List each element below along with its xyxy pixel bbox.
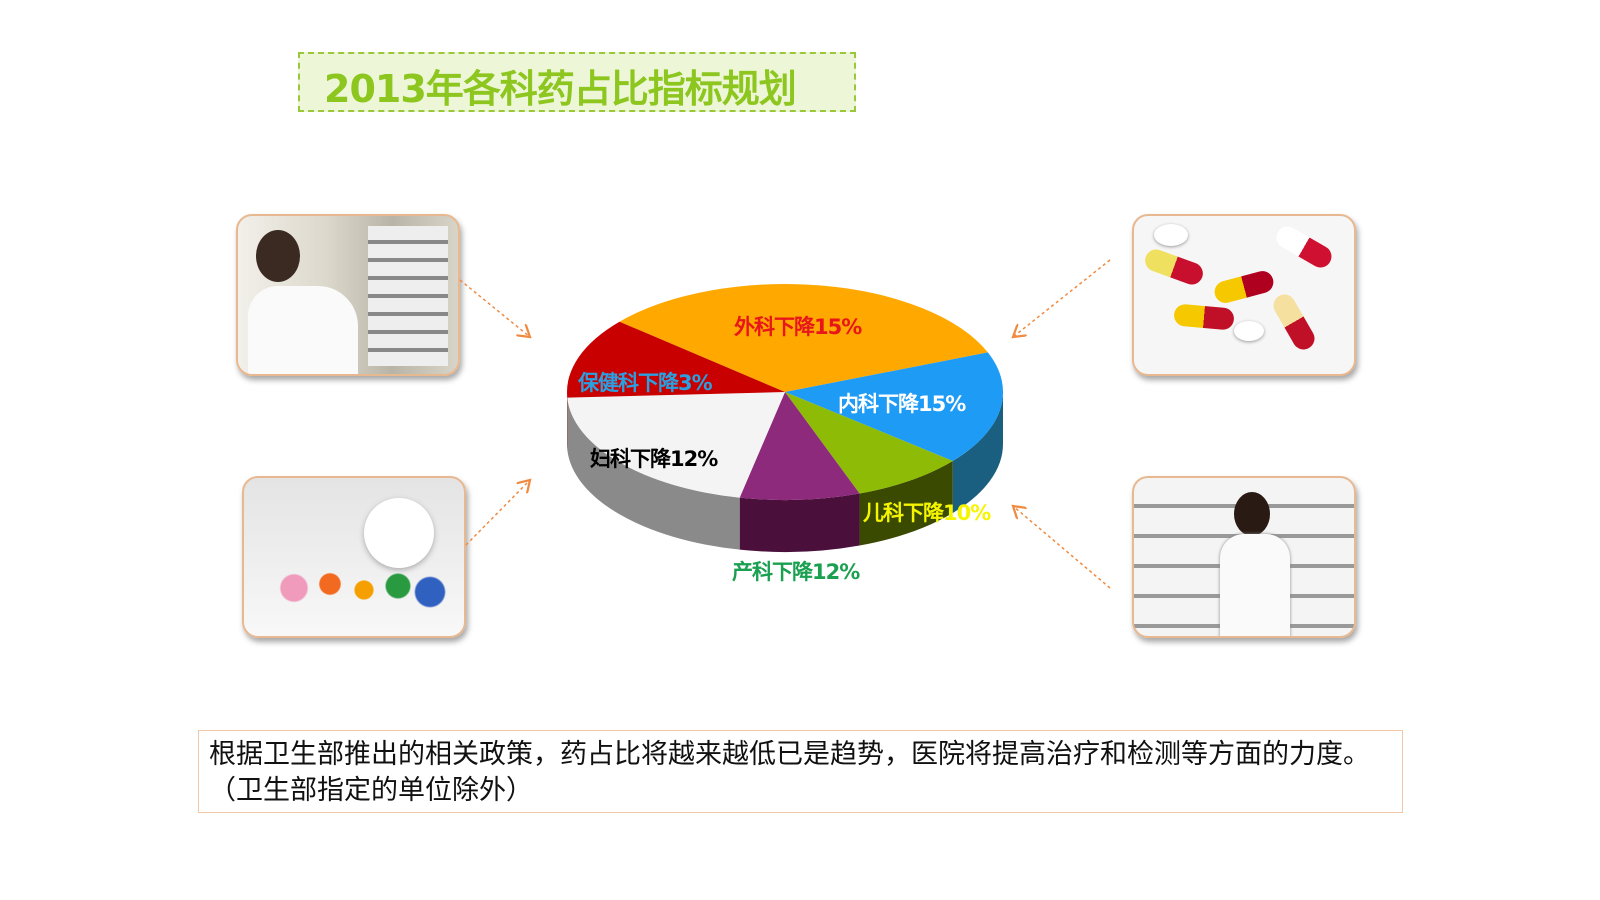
- pie-side-妇科: [567, 397, 740, 550]
- slide-title: 2013年各科药占比指标规划: [324, 67, 797, 111]
- pie-side-内科: [952, 392, 1003, 513]
- label-gynecology: 妇科下降12%: [590, 447, 718, 471]
- pie-slice-外科: [619, 284, 988, 392]
- pharmacist-shelves-photo: [1132, 476, 1356, 638]
- arrow-top-right: [1013, 259, 1111, 337]
- label-obstetrics: 产科下降12%: [732, 560, 860, 584]
- pie-slice-保健科: [566, 321, 785, 398]
- label-internal: 内科下降15%: [838, 392, 966, 416]
- capsules-photo: [1132, 214, 1356, 376]
- label-healthcare: 保健科下降3%: [578, 371, 713, 395]
- pharmacist-woman-photo: [236, 214, 460, 376]
- arrow-bottom-left: [465, 480, 530, 546]
- note-box: 根据卫生部推出的相关政策，药占比将越来越低已是趋势，医院将提高治疗和检测等方面的…: [198, 730, 1403, 813]
- pie-slice-内科: [785, 352, 1003, 461]
- label-pediatrics: 儿科下降10%: [863, 501, 991, 525]
- pie-slice-妇科: [567, 392, 785, 498]
- note-text: 根据卫生部推出的相关政策，药占比将越来越低已是趋势，医院将提高治疗和检测等方面的…: [209, 739, 1370, 806]
- pie-side-产科: [739, 493, 860, 552]
- title-box: 2013年各科药占比指标规划: [298, 52, 856, 112]
- pie-slice-儿科: [785, 392, 953, 494]
- pie-side-儿科: [859, 460, 953, 546]
- arrow-top-left: [459, 279, 530, 337]
- pie-slice-产科: [739, 392, 860, 501]
- label-surgery: 外科下降15%: [734, 315, 862, 339]
- pills-bottle-photo: [242, 476, 466, 638]
- arrow-bottom-right: [1013, 506, 1111, 589]
